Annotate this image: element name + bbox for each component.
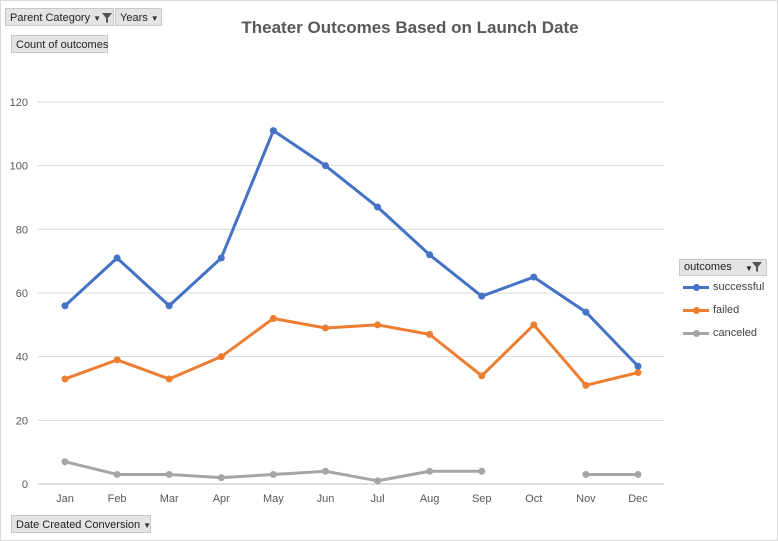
- data-point-canceled: [582, 470, 590, 478]
- dropdown-arrow-icon: ▼: [150, 14, 159, 23]
- legend-marker: [693, 307, 700, 314]
- data-point-failed: [478, 372, 486, 380]
- outcomes-legend-filter-button[interactable]: outcomes ▼: [679, 259, 767, 276]
- values-field-label: Count of outcomes: [16, 39, 109, 51]
- data-point-canceled: [61, 458, 69, 466]
- data-point-failed: [113, 356, 121, 364]
- data-point-failed: [426, 330, 434, 338]
- y-tick-label: 20: [16, 415, 28, 427]
- filter-funnel-icon: [102, 13, 113, 24]
- data-point-canceled: [113, 470, 121, 478]
- data-point-successful: [113, 254, 121, 262]
- x-tick-label: Oct: [525, 493, 542, 505]
- legend-marker: [693, 330, 700, 337]
- series-line-successful: [63, 129, 640, 368]
- data-point-canceled: [269, 470, 277, 478]
- data-point-failed: [582, 381, 590, 389]
- data-point-successful: [426, 251, 434, 259]
- years-label: Years: [120, 12, 148, 24]
- legend-label: failed: [713, 304, 740, 316]
- x-tick-label: Jul: [371, 493, 385, 505]
- legend-label: successful: [713, 281, 765, 293]
- data-point-successful: [478, 292, 486, 300]
- x-tick-label: Jan: [56, 493, 74, 505]
- data-point-canceled: [426, 467, 434, 475]
- data-point-successful: [374, 203, 382, 211]
- data-point-failed: [217, 353, 225, 361]
- x-tick-label: Nov: [576, 493, 596, 505]
- parent-category-filter-button[interactable]: Parent Category ▼: [5, 8, 114, 26]
- data-point-successful: [61, 302, 69, 310]
- data-point-successful: [165, 302, 173, 310]
- data-point-successful: [269, 127, 277, 135]
- y-tick-label: 60: [16, 288, 28, 300]
- data-point-canceled: [374, 477, 382, 485]
- years-filter-button[interactable]: Years ▼: [115, 8, 162, 26]
- data-point-failed: [61, 375, 69, 383]
- x-tick-label: May: [263, 493, 284, 505]
- parent-category-label: Parent Category: [10, 12, 91, 24]
- data-point-successful: [321, 162, 329, 170]
- y-tick-label: 80: [16, 224, 28, 236]
- x-tick-label: Apr: [213, 493, 230, 505]
- data-point-failed: [374, 321, 382, 329]
- data-point-successful: [634, 362, 642, 370]
- dropdown-arrow-icon: ▼: [143, 521, 152, 530]
- data-point-failed: [634, 369, 642, 377]
- data-point-failed: [269, 314, 277, 322]
- dropdown-arrow-icon: ▼: [745, 264, 753, 273]
- data-point-successful: [217, 254, 225, 262]
- data-point-canceled: [478, 467, 486, 475]
- x-tick-label: Aug: [420, 493, 440, 505]
- y-tick-label: 100: [10, 161, 28, 173]
- data-point-failed: [321, 324, 329, 332]
- y-tick-label: 40: [16, 352, 28, 364]
- series-line-failed: [63, 316, 640, 387]
- chart-title: Theater Outcomes Based on Launch Date: [241, 18, 579, 37]
- legend-label: canceled: [713, 327, 758, 339]
- legend-marker: [693, 284, 700, 291]
- data-point-successful: [530, 273, 538, 281]
- y-tick-label: 0: [22, 479, 28, 491]
- y-tick-label: 120: [10, 97, 28, 109]
- data-point-failed: [530, 321, 538, 329]
- dropdown-arrow-icon: ▼: [93, 14, 102, 23]
- filter-funnel-icon: [752, 262, 762, 272]
- date-created-conversion-button[interactable]: Date Created Conversion ▼: [11, 515, 151, 533]
- count-of-outcomes-button[interactable]: Count of outcomes: [11, 35, 108, 53]
- data-point-canceled: [321, 467, 329, 475]
- x-tick-label: Feb: [108, 493, 127, 505]
- legend-field-label: outcomes: [684, 261, 732, 273]
- data-point-canceled: [217, 474, 225, 482]
- data-point-canceled: [634, 470, 642, 478]
- x-tick-label: Sep: [472, 493, 492, 505]
- data-point-canceled: [165, 470, 173, 478]
- axis-field-label: Date Created Conversion: [16, 519, 141, 531]
- data-point-failed: [165, 375, 173, 383]
- x-tick-label: Mar: [160, 493, 179, 505]
- data-point-successful: [582, 308, 590, 316]
- x-tick-label: Dec: [628, 493, 648, 505]
- x-tick-label: Jun: [317, 493, 335, 505]
